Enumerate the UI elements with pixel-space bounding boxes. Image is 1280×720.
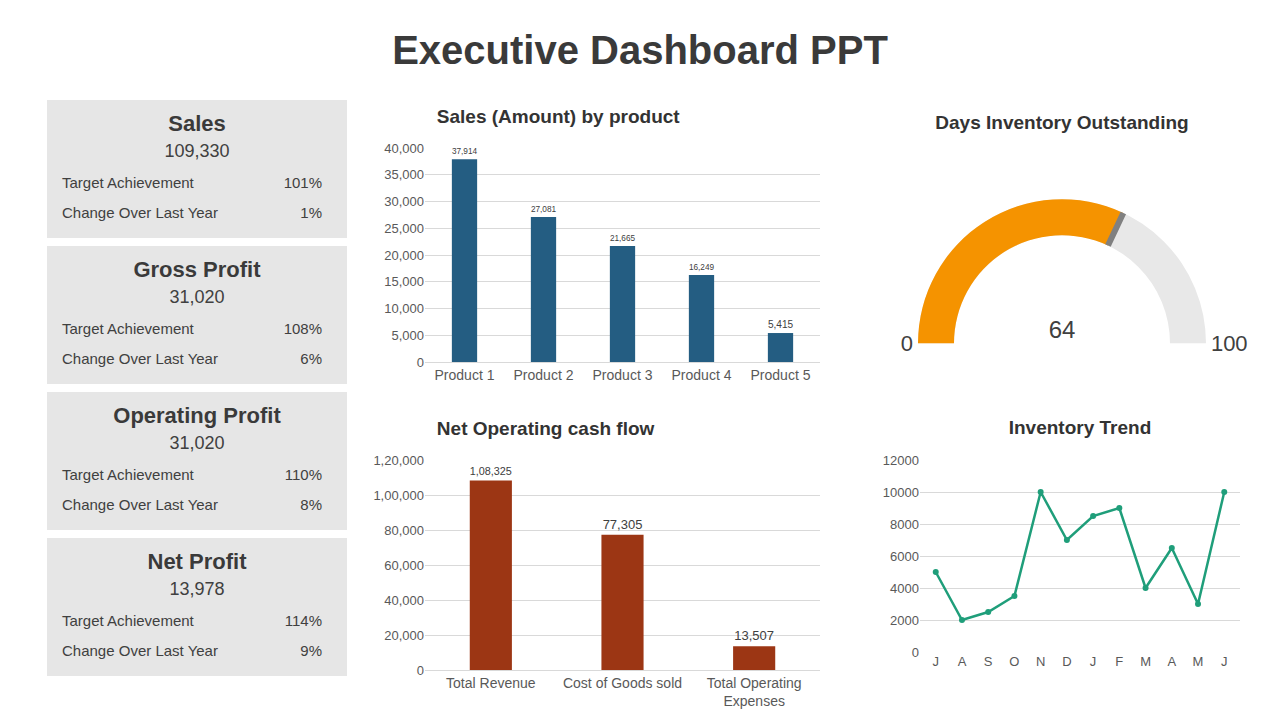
html-text:31,020: 31,020: [169, 287, 225, 307]
svg-text:0: 0: [912, 645, 919, 660]
svg-text:D: D: [1062, 654, 1071, 669]
svg-text:1,20,000: 1,20,000: [373, 453, 424, 468]
svg-text:M: M: [1140, 654, 1151, 669]
svg-text:Product 3: Product 3: [593, 367, 653, 383]
svg-text:J: J: [1221, 654, 1228, 669]
svg-text:13,507: 13,507: [734, 628, 774, 643]
html-text:1%: 1%: [300, 204, 322, 221]
svg-text:F: F: [1115, 654, 1123, 669]
svg-text:S: S: [984, 654, 993, 669]
svg-text:37,914: 37,914: [452, 147, 478, 156]
svg-text:0: 0: [901, 331, 913, 356]
svg-text:21,665: 21,665: [610, 234, 636, 243]
svg-text:Total Revenue: Total Revenue: [446, 675, 536, 691]
svg-text:25,000: 25,000: [384, 221, 424, 236]
html-text:Target Achievement: Target Achievement: [62, 174, 194, 191]
html-text:6%: 6%: [300, 350, 322, 367]
html-text:110%: 110%: [284, 466, 322, 483]
svg-text:15,000: 15,000: [384, 274, 424, 289]
html-text:Target Achievement: Target Achievement: [62, 320, 194, 337]
html-text:Gross Profit: Gross Profit: [133, 257, 261, 282]
svg-text:35,000: 35,000: [384, 167, 424, 182]
svg-text:J: J: [1090, 654, 1097, 669]
html-text:114%: 114%: [284, 612, 322, 629]
html-text:Sales: Sales: [168, 111, 226, 136]
svg-text:16,249: 16,249: [689, 263, 715, 272]
svg-text:Product 5: Product 5: [751, 367, 811, 383]
svg-text:Product 1: Product 1: [435, 367, 495, 383]
html-text:Net Profit: Net Profit: [147, 549, 247, 574]
svg-text:40,000: 40,000: [384, 593, 424, 608]
svg-text:A: A: [958, 654, 967, 669]
svg-text:77,305: 77,305: [603, 517, 643, 532]
svg-text:40,000: 40,000: [384, 141, 424, 156]
html-text:Executive Dashboard PPT: Executive Dashboard PPT: [392, 28, 888, 72]
html-text:108%: 108%: [283, 320, 322, 337]
svg-text:Days Inventory Outstanding: Days Inventory Outstanding: [935, 112, 1188, 133]
svg-text:5,000: 5,000: [391, 328, 424, 343]
svg-text:0: 0: [417, 355, 424, 370]
svg-text:10,000: 10,000: [384, 301, 424, 316]
svg-text:Cost of Goods sold: Cost of Goods sold: [563, 675, 682, 691]
svg-text:6000: 6000: [890, 549, 919, 564]
svg-text:8000: 8000: [890, 517, 919, 532]
html-text:13,978: 13,978: [169, 579, 225, 599]
html-text:109,330: 109,330: [164, 141, 230, 161]
svg-text:Product 2: Product 2: [514, 367, 574, 383]
svg-text:30,000: 30,000: [384, 194, 424, 209]
html-text:31,020: 31,020: [169, 433, 225, 453]
svg-text:20,000: 20,000: [384, 628, 424, 643]
html-text:Change Over Last Year: Change Over Last Year: [62, 496, 218, 513]
svg-text:N: N: [1036, 654, 1045, 669]
svg-text:60,000: 60,000: [384, 558, 424, 573]
svg-text:10000: 10000: [883, 485, 919, 500]
svg-text:O: O: [1009, 654, 1019, 669]
svg-text:Net Operating cash flow: Net Operating cash flow: [437, 418, 655, 439]
svg-text:1,08,325: 1,08,325: [470, 465, 512, 477]
svg-text:64: 64: [1049, 316, 1076, 343]
svg-text:100: 100: [1211, 331, 1248, 356]
svg-text:1,00,000: 1,00,000: [373, 488, 424, 503]
svg-text:80,000: 80,000: [384, 523, 424, 538]
html-text:Change Over Last Year: Change Over Last Year: [62, 642, 218, 659]
svg-text:12000: 12000: [883, 453, 919, 468]
svg-text:Sales (Amount) by product: Sales (Amount) by product: [437, 106, 680, 127]
html-text:Operating Profit: Operating Profit: [113, 403, 281, 428]
html-text:Target Achievement: Target Achievement: [62, 466, 194, 483]
svg-text:20,000: 20,000: [384, 248, 424, 263]
html-text:Change Over Last Year: Change Over Last Year: [62, 204, 218, 221]
svg-text:2000: 2000: [890, 613, 919, 628]
svg-text:Product 4: Product 4: [672, 367, 732, 383]
svg-text:Total OperatingExpenses: Total OperatingExpenses: [707, 675, 802, 709]
svg-text:M: M: [1193, 654, 1204, 669]
html-text:Change Over Last Year: Change Over Last Year: [62, 350, 218, 367]
svg-text:Inventory Trend: Inventory Trend: [1009, 417, 1152, 438]
svg-text:27,081: 27,081: [531, 205, 557, 214]
svg-text:0: 0: [417, 663, 424, 678]
html-text:101%: 101%: [283, 174, 322, 191]
svg-text:5,415: 5,415: [768, 319, 794, 330]
svg-text:A: A: [1167, 654, 1176, 669]
svg-text:J: J: [932, 654, 939, 669]
svg-text:4000: 4000: [890, 581, 919, 596]
html-text:8%: 8%: [300, 496, 322, 513]
html-text:Target Achievement: Target Achievement: [62, 612, 194, 629]
html-text:9%: 9%: [300, 642, 322, 659]
